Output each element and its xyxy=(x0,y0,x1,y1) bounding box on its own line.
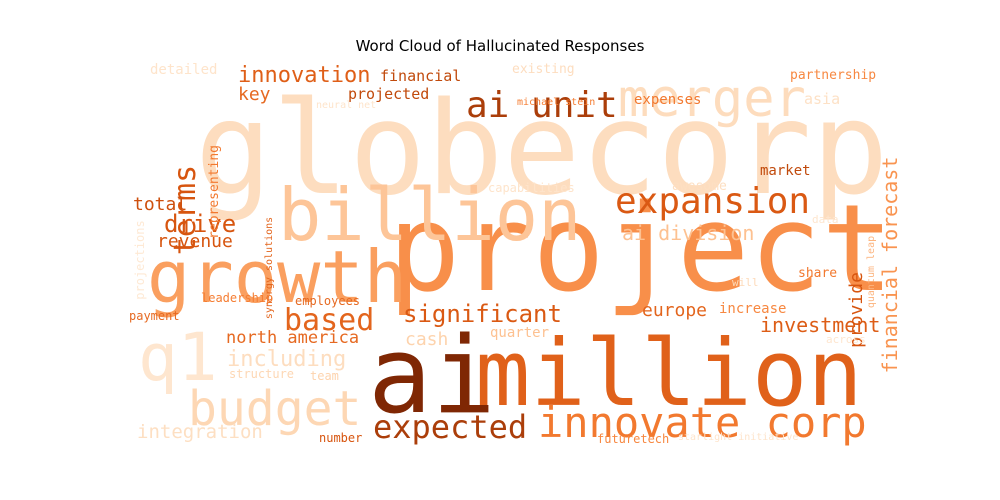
word-financial-forecast: financial forecast xyxy=(878,157,902,374)
word-expected: expected xyxy=(373,408,527,446)
word-key: key xyxy=(238,84,271,105)
word-terms: terms xyxy=(168,165,203,255)
word-structure: structure xyxy=(229,367,294,381)
word-synergy-solutions: synergy solutions xyxy=(264,217,275,319)
word-innovation: innovation xyxy=(238,63,370,88)
word-payment: payment xyxy=(129,309,180,323)
word-will: will xyxy=(732,276,759,289)
word-employees: employees xyxy=(295,294,360,308)
word-partnership: partnership xyxy=(790,68,876,83)
chart-title: Word Cloud of Hallucinated Responses xyxy=(355,37,645,55)
word-expansion: expansion xyxy=(615,181,810,222)
word-leadership: leadership xyxy=(201,291,273,305)
word-globecorp: globecorp xyxy=(195,75,889,224)
word-existing: existing xyxy=(512,62,575,77)
word-million: million xyxy=(475,320,863,427)
word-ai: ai xyxy=(368,314,496,437)
word-capabilities: capabilities xyxy=(488,181,575,195)
word-based: based xyxy=(284,303,374,338)
word-across: across xyxy=(826,333,866,346)
word-merger: merger xyxy=(618,69,806,129)
word-expenses: expenses xyxy=(634,92,701,108)
word-detailed: detailed xyxy=(150,62,217,78)
word-projected: projected xyxy=(348,85,429,103)
word-significant: significant xyxy=(403,300,562,328)
word-increase: increase xyxy=(719,301,786,317)
word-quantum-leap: quantum leap xyxy=(866,236,877,308)
word-project: project xyxy=(388,180,894,319)
word-awesome: awesome xyxy=(672,179,727,194)
word-total: total xyxy=(133,194,187,215)
word-projections: projections xyxy=(133,220,147,299)
word-billion: billion xyxy=(278,173,581,257)
word-futuretech: futuretech xyxy=(597,432,669,446)
word-market: market xyxy=(760,163,811,179)
word-budget: budget xyxy=(188,381,361,437)
word-innovate-corp: innovate corp xyxy=(538,398,867,447)
word-asia: asia xyxy=(804,90,840,108)
word-michael-stein: michael stein xyxy=(517,97,595,108)
word-north-america: north america xyxy=(226,328,359,348)
word-integration: integration xyxy=(137,421,263,443)
word-growth: growth xyxy=(147,235,407,319)
word-q1: q1 xyxy=(138,319,217,396)
word-provide: provide xyxy=(846,272,867,348)
word-data: data xyxy=(812,213,839,226)
word-number: number xyxy=(319,431,362,445)
word-europe: europe xyxy=(642,300,707,321)
word-revenue: revenue xyxy=(157,231,233,252)
word-including: including xyxy=(227,347,346,372)
word-neural-net: neural net xyxy=(316,100,376,111)
word-financial: financial xyxy=(380,67,461,85)
word-starlight-initiative: starlight initiative xyxy=(678,432,798,443)
word-drive: drive xyxy=(164,210,236,238)
word-quarter: quarter xyxy=(490,325,549,341)
word-ai-unit: ai unit xyxy=(466,85,618,126)
word-team: team xyxy=(310,369,339,383)
word-investment: investment xyxy=(760,313,880,337)
word-share: share xyxy=(798,266,837,281)
word-ai-division: ai division xyxy=(622,221,754,245)
word-representing: representing xyxy=(207,145,222,239)
word-cash: cash xyxy=(405,329,448,350)
